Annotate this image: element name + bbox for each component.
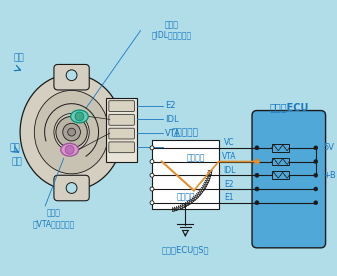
Ellipse shape (71, 110, 88, 123)
Circle shape (255, 201, 259, 205)
Circle shape (68, 128, 75, 136)
Text: E2: E2 (225, 180, 234, 189)
Circle shape (255, 160, 259, 163)
Text: VTA: VTA (165, 129, 181, 138)
FancyBboxPatch shape (109, 128, 134, 139)
Text: VC: VC (165, 142, 176, 151)
Ellipse shape (20, 74, 123, 190)
FancyBboxPatch shape (272, 158, 289, 165)
Text: +B: +B (324, 171, 336, 180)
Circle shape (75, 112, 84, 121)
FancyBboxPatch shape (272, 144, 289, 152)
FancyBboxPatch shape (109, 115, 134, 125)
Text: 5V: 5V (324, 143, 335, 152)
Circle shape (255, 146, 259, 150)
Text: VTA: VTA (222, 152, 237, 161)
Circle shape (314, 173, 318, 177)
FancyBboxPatch shape (272, 171, 289, 179)
Circle shape (56, 116, 87, 148)
Circle shape (255, 173, 259, 177)
Circle shape (150, 201, 154, 205)
Circle shape (314, 146, 318, 150)
Text: 发动机ECU: 发动机ECU (269, 103, 308, 113)
Circle shape (150, 146, 154, 150)
Circle shape (66, 183, 77, 193)
Text: 打开: 打开 (10, 143, 21, 152)
Circle shape (255, 187, 259, 191)
Text: 电阵: 电阵 (12, 157, 23, 166)
Text: 至其他ECU（S）: 至其他ECU（S） (162, 245, 209, 254)
Circle shape (63, 123, 81, 141)
Text: VC: VC (224, 138, 235, 147)
Text: IDL: IDL (223, 166, 236, 175)
FancyBboxPatch shape (109, 101, 134, 112)
Circle shape (150, 187, 154, 191)
Circle shape (314, 201, 318, 205)
FancyBboxPatch shape (109, 142, 134, 153)
Ellipse shape (34, 91, 109, 174)
Text: （关闭）: （关闭） (177, 192, 195, 201)
Text: 滑动器
（VTA信号触点）: 滑动器 （VTA信号触点） (33, 209, 75, 228)
Text: （打开）: （打开） (187, 153, 205, 162)
Text: E2: E2 (165, 101, 175, 110)
Text: E1: E1 (225, 193, 234, 202)
FancyBboxPatch shape (106, 98, 137, 161)
Text: 节气门位置: 节气门位置 (172, 129, 199, 138)
Circle shape (66, 70, 77, 81)
Circle shape (150, 160, 154, 163)
FancyBboxPatch shape (152, 140, 219, 209)
FancyBboxPatch shape (252, 111, 326, 248)
Text: IDL: IDL (165, 115, 178, 124)
FancyBboxPatch shape (54, 175, 89, 201)
Circle shape (150, 173, 154, 177)
Ellipse shape (54, 113, 89, 151)
Ellipse shape (61, 144, 79, 156)
FancyBboxPatch shape (54, 65, 89, 90)
Circle shape (254, 159, 259, 164)
Text: 滑动器
（IDL信号触点）: 滑动器 （IDL信号触点） (152, 20, 192, 40)
Circle shape (314, 187, 318, 191)
Circle shape (314, 160, 318, 163)
Circle shape (65, 145, 74, 154)
Text: 关闭: 关闭 (14, 53, 25, 62)
